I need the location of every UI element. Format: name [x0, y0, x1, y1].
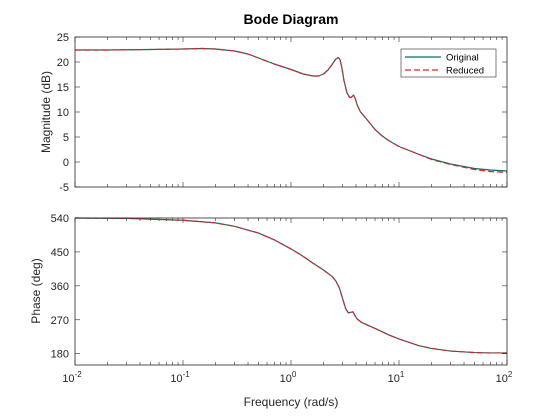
magnitude-frame — [74, 36, 508, 188]
y-tick-label: 20 — [57, 57, 69, 69]
phase-frame — [74, 217, 508, 366]
magnitude-y-ticks: -5 0 5 10 15 20 25 — [57, 32, 507, 194]
legend-box — [400, 48, 497, 78]
magnitude-y-label: Magnitude (dB) — [39, 71, 53, 153]
magnitude-series — [75, 47, 508, 174]
y-tick-label: 5 — [63, 132, 69, 144]
phase-y-ticks: 180 270 360 450 540 — [51, 213, 507, 361]
y-tick-label: 0 — [63, 157, 69, 169]
x-tick-label: 10-1 — [170, 370, 190, 385]
legend: Original Reduced — [400, 48, 497, 78]
x-tick-label: 101 — [388, 370, 405, 385]
y-tick-label: 450 — [51, 247, 69, 259]
phase-series — [74, 217, 507, 354]
y-tick-label: 180 — [51, 349, 69, 361]
series-line-reduced — [74, 217, 507, 354]
y-tick-label: 25 — [57, 32, 69, 44]
y-tick-label: 270 — [51, 315, 69, 327]
x-tick-labels: 10-2 10-1 100 101 102 — [62, 370, 513, 385]
x-tick-label: 100 — [280, 370, 297, 385]
chart-title: Bode Diagram — [244, 11, 339, 27]
y-tick-label: 15 — [57, 82, 69, 94]
x-axis-label: Frequency (rad/s) — [244, 395, 339, 409]
x-tick-label: 102 — [496, 370, 513, 385]
y-tick-label: 360 — [51, 281, 69, 293]
phase-y-label: Phase (deg) — [29, 258, 43, 323]
series-line-reduced — [75, 47, 508, 174]
legend-label-reduced: Reduced — [446, 66, 484, 77]
y-tick-label: 540 — [51, 213, 69, 225]
magnitude-minor-ticks — [74, 37, 508, 187]
phase-axes: 180 270 360 450 540 Phase (deg) — [29, 213, 508, 366]
legend-label-original: Original — [446, 53, 479, 64]
y-tick-label: 10 — [57, 107, 69, 119]
magnitude-axes: -5 0 5 10 15 20 25 Magnitude (dB) Original Red… — [39, 32, 508, 194]
x-tick-label: 10-2 — [62, 370, 82, 385]
phase-plot-area — [75, 218, 507, 365]
y-tick-label: -5 — [59, 182, 69, 194]
